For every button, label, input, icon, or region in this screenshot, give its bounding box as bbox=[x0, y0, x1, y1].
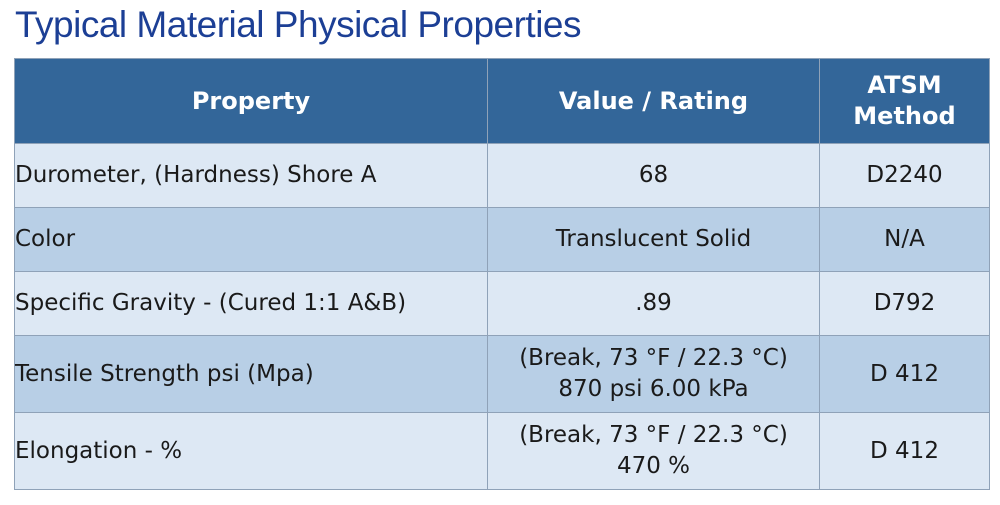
table-row-specific-gravity: Specific Gravity - (Cured 1:1 A&B) .89 D… bbox=[14, 271, 990, 336]
page-title: Typical Material Physical Properties bbox=[15, 4, 582, 45]
table-row-tensile-strength: Tensile Strength psi (Mpa) (Break, 73 °F… bbox=[14, 335, 990, 413]
value-line-1: (Break, 73 °F / 22.3 °C) bbox=[519, 345, 788, 371]
header-value-rating: Value / Rating bbox=[487, 58, 820, 144]
value-cell: .89 bbox=[487, 271, 820, 336]
header-astm-method: ATSM Method bbox=[819, 58, 990, 144]
value-cell: 68 bbox=[487, 143, 820, 208]
table-row-color: Color Translucent Solid N/A bbox=[14, 207, 990, 272]
property-cell: Elongation - % bbox=[14, 412, 488, 490]
header-method-line-2: Method bbox=[853, 102, 956, 130]
header-property: Property bbox=[14, 58, 488, 144]
value-line-2: 470 % bbox=[616, 453, 691, 479]
table-row-durometer: Durometer, (Hardness) Shore A 68 D2240 bbox=[14, 143, 990, 208]
method-cell: N/A bbox=[819, 207, 990, 272]
table-header-row: Property Value / Rating ATSM Method bbox=[14, 58, 990, 144]
property-cell: Durometer, (Hardness) Shore A bbox=[14, 143, 488, 208]
property-cell: Color bbox=[14, 207, 488, 272]
value-line-1: (Break, 73 °F / 22.3 °C) bbox=[519, 422, 788, 448]
property-cell: Tensile Strength psi (Mpa) bbox=[14, 335, 488, 413]
value-cell: (Break, 73 °F / 22.3 °C) 470 % bbox=[487, 412, 820, 490]
method-cell: D 412 bbox=[819, 335, 990, 413]
value-cell: Translucent Solid bbox=[487, 207, 820, 272]
header-method-line-1: ATSM bbox=[867, 71, 942, 99]
property-cell: Specific Gravity - (Cured 1:1 A&B) bbox=[14, 271, 488, 336]
method-cell: D792 bbox=[819, 271, 990, 336]
method-cell: D2240 bbox=[819, 143, 990, 208]
properties-table: Property Value / Rating ATSM Method Duro… bbox=[14, 58, 990, 490]
method-cell: D 412 bbox=[819, 412, 990, 490]
value-cell: (Break, 73 °F / 22.3 °C) 870 psi 6.00 kP… bbox=[487, 335, 820, 413]
table-row-elongation: Elongation - % (Break, 73 °F / 22.3 °C) … bbox=[14, 412, 990, 490]
value-line-2: 870 psi 6.00 kPa bbox=[558, 376, 749, 402]
